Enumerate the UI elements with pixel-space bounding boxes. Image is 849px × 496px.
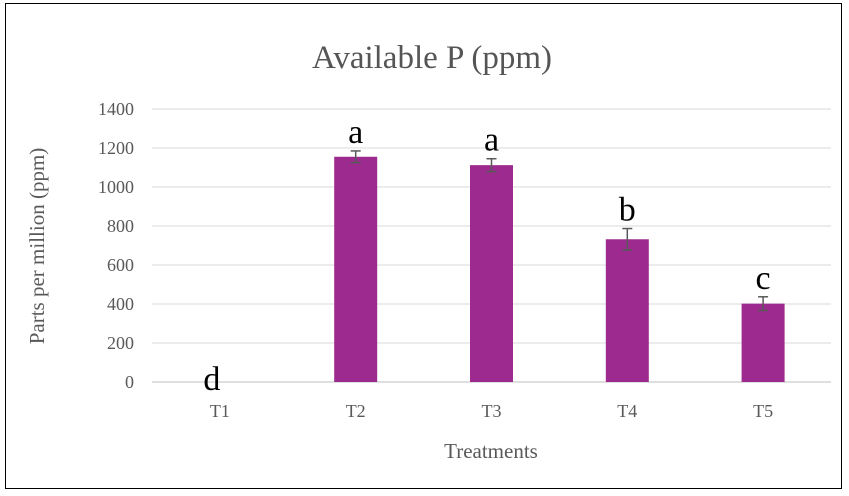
chart-title: Available P (ppm)	[312, 40, 552, 76]
y-tick-label: 1000	[98, 177, 134, 197]
x-tick-label: T2	[346, 401, 366, 421]
significance-letters: d a a b c	[203, 114, 770, 398]
y-tick-label: 200	[107, 333, 134, 353]
significance-letter: c	[756, 260, 771, 297]
error-bars	[350, 150, 769, 312]
y-tick-label: 600	[107, 255, 134, 275]
y-tick-label: 0	[125, 372, 134, 392]
y-axis-label: Parts per million (ppm)	[25, 148, 49, 345]
x-tick-label: T5	[753, 401, 773, 421]
significance-letter: a	[348, 114, 363, 151]
y-tick-labels: 0 200 400 600 800 1000 1200 1400	[98, 99, 134, 392]
error-bar	[622, 227, 633, 251]
bar	[334, 156, 378, 382]
x-axis-label: Treatments	[444, 439, 538, 463]
x-tick-label: T4	[617, 401, 637, 421]
significance-letter: b	[619, 192, 636, 229]
bar	[741, 303, 785, 382]
bars	[334, 156, 785, 382]
y-tick-label: 400	[107, 294, 134, 314]
chart-frame	[5, 3, 842, 489]
x-tick-label: T1	[210, 401, 230, 421]
error-bar	[486, 157, 497, 173]
error-bar	[350, 150, 361, 164]
significance-letter: d	[203, 361, 220, 398]
error-bar	[758, 296, 769, 312]
y-tick-label: 800	[107, 216, 134, 236]
significance-letter: a	[484, 122, 499, 159]
x-tick-label: T3	[482, 401, 502, 421]
y-tick-label: 1400	[98, 99, 134, 119]
x-tick-labels: T1 T2 T3 T4 T5	[210, 401, 773, 421]
bar	[470, 165, 513, 382]
y-tick-label: 1200	[98, 138, 134, 158]
bar	[605, 239, 649, 382]
